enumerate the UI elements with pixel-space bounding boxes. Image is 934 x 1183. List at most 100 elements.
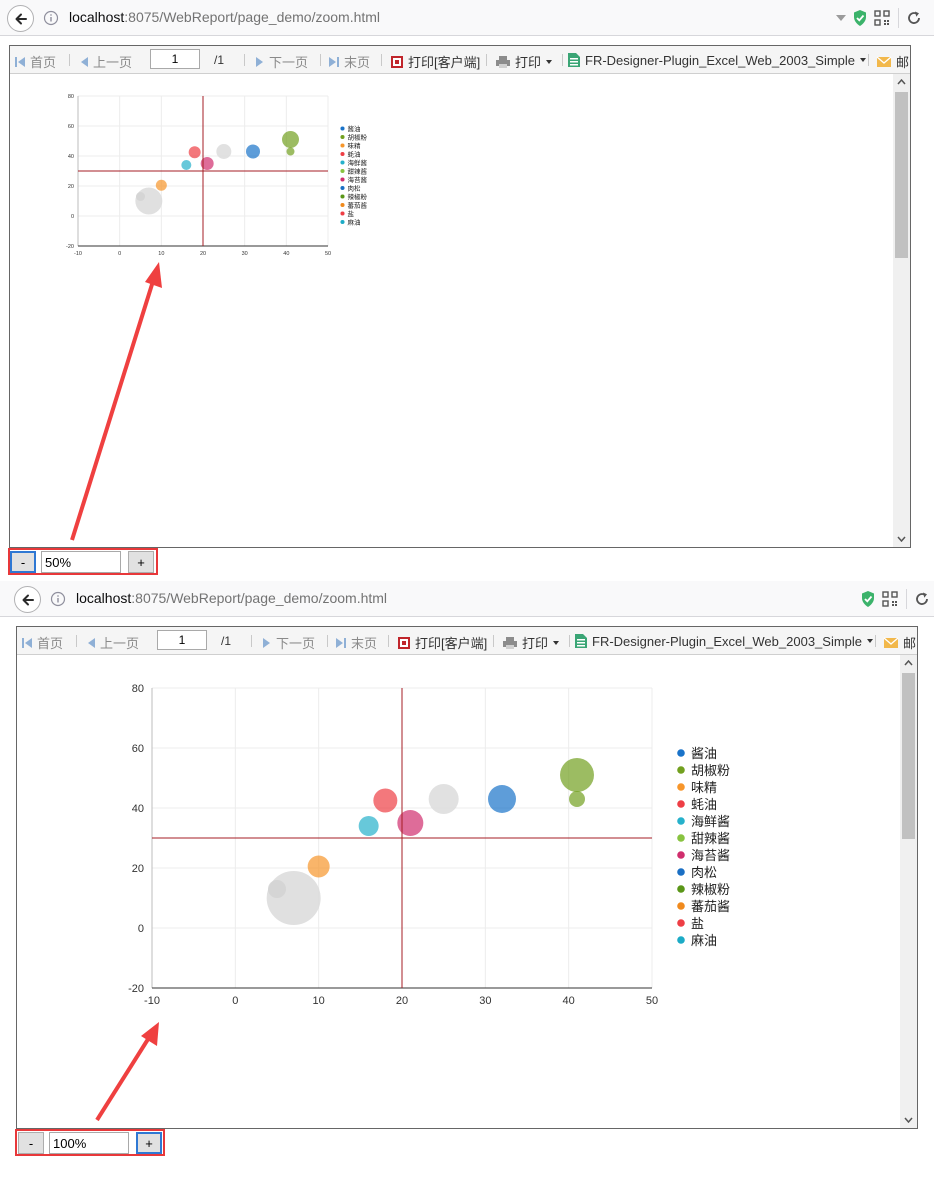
pdf-print-icon [391, 55, 403, 68]
legend-label: 辣椒粉 [348, 192, 368, 201]
qr-code-icon[interactable] [882, 590, 898, 608]
prev-page-label: 上一页 [100, 636, 140, 651]
zoom-in-button[interactable]: + [136, 1132, 162, 1154]
print-button[interactable]: 打印 [502, 633, 560, 652]
zoom-level-input[interactable] [41, 551, 121, 573]
legend-label: 海鲜酱 [348, 158, 368, 167]
scroll-up-button[interactable] [900, 655, 917, 671]
scroll-up-button[interactable] [893, 74, 910, 90]
print-client-label: 打印[客户端] [415, 636, 488, 651]
bubble-point [428, 784, 459, 814]
divider [906, 589, 907, 609]
y-tick-label: 80 [68, 94, 74, 100]
legend-marker [340, 177, 345, 182]
first-page-button[interactable]: 首页 [14, 52, 56, 71]
prev-page-button[interactable]: 上一页 [86, 633, 139, 652]
export-excel-button[interactable]: FR-Designer-Plugin_Excel_Web_2003_Simple [574, 633, 874, 649]
legend-label: 胡椒粉 [348, 132, 368, 141]
legend-marker [340, 194, 345, 199]
legend-marker [340, 143, 345, 148]
legend-marker [677, 936, 685, 944]
scroll-down-button[interactable] [893, 531, 910, 547]
last-page-button[interactable]: 末页 [328, 52, 370, 71]
legend-marker [340, 168, 345, 174]
dropdown-arrow-icon[interactable] [835, 9, 847, 27]
email-button[interactable]: 邮 [883, 633, 916, 652]
print-client-button[interactable]: 打印[客户端] [397, 633, 487, 652]
caret-down-icon [553, 640, 560, 645]
shield-check-icon[interactable] [852, 9, 868, 27]
bubble-point [268, 880, 286, 898]
x-tick-label: 20 [396, 995, 408, 1007]
vertical-scrollbar[interactable] [893, 74, 910, 547]
reload-icon[interactable] [914, 590, 930, 608]
shield-check-icon[interactable] [860, 590, 876, 608]
legend-label: 酱油 [691, 746, 717, 761]
bubble-point [246, 144, 260, 159]
legend-label: 麻油 [348, 217, 361, 226]
toolbar-separator [251, 635, 252, 647]
chevron-up-icon [904, 660, 913, 666]
legend-marker [677, 749, 685, 757]
back-button[interactable] [14, 586, 41, 613]
toolbar-separator [244, 54, 245, 66]
legend-label: 味精 [348, 141, 362, 150]
first-page-button[interactable]: 首页 [21, 633, 63, 652]
zoom-out-button[interactable]: - [10, 551, 36, 573]
legend-label: 盐 [348, 209, 355, 218]
zoom-out-button[interactable]: - [18, 1132, 44, 1154]
zoom-level-input[interactable] [49, 1132, 129, 1154]
site-info-icon[interactable] [50, 591, 66, 607]
legend-label: 肉松 [348, 183, 362, 192]
print-client-button[interactable]: 打印[客户端] [390, 52, 480, 71]
export-excel-button[interactable]: FR-Designer-Plugin_Excel_Web_2003_Simple [567, 52, 867, 68]
legend-label: 海苔酱 [691, 848, 730, 863]
legend-label: 麻油 [691, 933, 717, 948]
last-page-button[interactable]: 末页 [335, 633, 377, 652]
scroll-down-button[interactable] [900, 1112, 917, 1128]
toolbar-separator [486, 54, 487, 66]
highlight-box [8, 548, 158, 575]
next-page-button[interactable]: 下一页 [255, 52, 308, 71]
annotation-arrowhead [141, 1022, 159, 1046]
zoom-in-button[interactable]: + [128, 551, 154, 573]
scroll-thumb[interactable] [895, 92, 908, 258]
page-number-input[interactable] [157, 630, 207, 650]
legend-marker [677, 834, 685, 842]
url-field[interactable]: localhost:8075/WebReport/page_demo/zoom.… [69, 9, 380, 25]
qr-code-icon[interactable] [874, 9, 890, 27]
toolbar-separator [327, 635, 328, 647]
report-toolbar: 首页 上一页 /1 下一页 末页 打印[客户端] [10, 46, 910, 74]
y-tick-label: 40 [68, 154, 74, 160]
printer-icon [503, 636, 517, 649]
address-bar: localhost:8075/WebReport/page_demo/zoom.… [0, 0, 934, 36]
prev-page-button[interactable]: 上一页 [79, 52, 132, 71]
legend-label: 甜辣酱 [691, 831, 730, 846]
print-button[interactable]: 打印 [495, 52, 553, 71]
vertical-scrollbar[interactable] [900, 655, 917, 1128]
scroll-thumb[interactable] [902, 673, 915, 839]
back-button[interactable] [7, 5, 34, 32]
site-info-icon[interactable] [43, 10, 59, 26]
page-number-input[interactable] [150, 49, 200, 69]
first-page-label: 首页 [30, 55, 57, 70]
chevron-up-icon [897, 79, 906, 85]
next-page-label: 下一页 [269, 55, 309, 70]
reload-icon[interactable] [906, 9, 922, 27]
legend-marker [340, 151, 345, 157]
address-bar: localhost:8075/WebReport/page_demo/zoom.… [0, 581, 934, 617]
bubble-point [488, 785, 516, 813]
next-page-button[interactable]: 下一页 [262, 633, 315, 652]
first-page-icon [15, 56, 25, 67]
x-tick-label: 50 [325, 251, 331, 257]
total-pages: /1 [214, 53, 225, 67]
url-field[interactable]: localhost:8075/WebReport/page_demo/zoom.… [76, 590, 387, 606]
print-client-label: 打印[客户端] [408, 55, 481, 70]
email-button[interactable]: 邮 [876, 52, 909, 71]
bubble-point [155, 179, 167, 191]
legend-label: 蚝油 [691, 797, 717, 812]
last-page-icon [336, 637, 346, 648]
report-viewer: 首页 上一页 /1 下一页 末页 打印[客户端] [9, 45, 911, 548]
first-page-icon [22, 637, 32, 648]
annotation-arrowhead [145, 262, 162, 288]
